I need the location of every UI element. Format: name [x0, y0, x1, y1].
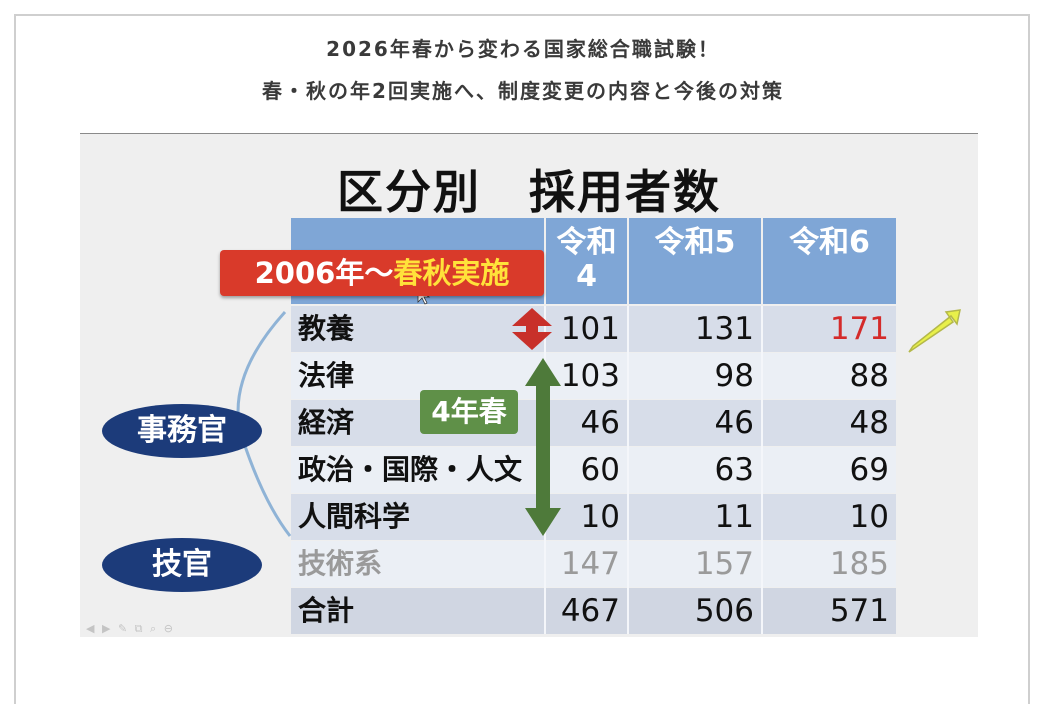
- slide-controls[interactable]: ◀ ▶ ✎ ⧉ ⌕ ⊖: [86, 622, 175, 636]
- headline-line-2: 春・秋の年2回実施へ、制度変更の内容と今後の対策: [262, 79, 784, 103]
- cell-r5: 506: [694, 593, 754, 629]
- cell-r4: 60: [580, 452, 620, 488]
- row-label-total: 合計: [298, 594, 355, 627]
- cell-r5: 63: [714, 452, 754, 488]
- cell-r5: 98: [714, 358, 754, 394]
- cell-r6-highlight: 171: [829, 311, 889, 347]
- column-header-r5: 令和5: [654, 225, 736, 260]
- cell-r5: 46: [714, 405, 754, 441]
- red-callout: 2006年～春秋実施: [220, 250, 544, 296]
- table-row: [291, 541, 896, 587]
- cell-r4: 10: [580, 499, 620, 535]
- cell-r6: 185: [829, 546, 889, 582]
- pen-icon[interactable]: ✎: [117, 622, 130, 635]
- row-label-gijutsu: 技術系: [298, 547, 383, 580]
- headline-line-1: 2026年春から変わる国家総合職試験！: [326, 37, 720, 61]
- cell-r6: 88: [849, 358, 889, 394]
- table-row: [291, 494, 896, 540]
- group-bubble-jimukan: 事務官: [102, 404, 262, 458]
- table-row: [291, 447, 896, 493]
- more-icon[interactable]: ⊖: [163, 622, 175, 635]
- group-bubble-gikan: 技官: [102, 538, 262, 592]
- row-label-keizai: 経済: [298, 406, 355, 439]
- page-frame: [14, 14, 1030, 704]
- table-row: [291, 400, 896, 446]
- cell-r4: 46: [580, 405, 620, 441]
- table-row-total: [291, 588, 896, 634]
- row-label-seiji: 政治・国際・人文: [298, 453, 523, 486]
- green-callout: 4年春: [420, 390, 518, 434]
- grid-icon[interactable]: ⧉: [134, 622, 145, 635]
- cell-r5: 131: [694, 311, 754, 347]
- cell-r6: 571: [829, 593, 889, 629]
- table-header-bg-r5: [629, 218, 761, 304]
- cell-r4: 467: [560, 593, 620, 629]
- row-label-kyoyo: 教養: [298, 312, 355, 345]
- table-row: [291, 353, 896, 399]
- column-divider: [627, 306, 629, 634]
- red-callout-prefix: 2006年～: [254, 256, 394, 290]
- prev-slide-icon[interactable]: ◀: [86, 622, 97, 635]
- red-callout-highlight: 春秋実施: [393, 256, 510, 290]
- zoom-icon[interactable]: ⌕: [150, 622, 159, 635]
- column-header-r4: 令和 4: [556, 225, 617, 294]
- slide-title: 区分別 採用者数: [337, 165, 721, 219]
- column-header-r6: 令和6: [789, 225, 870, 260]
- cell-r6: 48: [849, 405, 889, 441]
- red-double-arrow: [512, 308, 552, 350]
- table-header-bg-r6: [763, 218, 896, 304]
- row-label-horitsu: 法律: [298, 359, 355, 392]
- next-slide-icon[interactable]: ▶: [101, 622, 113, 635]
- row-label-ningen: 人間科学: [298, 500, 411, 533]
- cell-r4: 147: [560, 546, 620, 582]
- cell-r5: 157: [694, 546, 754, 582]
- cell-r4: 101: [560, 311, 620, 347]
- table-row: [291, 306, 896, 352]
- slide-image: 区分別 採用者数 令和 4 令和5 令和6 教養 法律 経済 政治・国際・人文 …: [80, 133, 978, 637]
- cell-r5: 11: [714, 499, 754, 535]
- yellow-arrow-icon: [908, 309, 961, 353]
- table-header-bg-r4: [546, 218, 627, 304]
- cell-r6: 69: [849, 452, 889, 488]
- cell-r4: 103: [560, 358, 620, 394]
- column-divider: [761, 306, 763, 634]
- green-double-arrow: [525, 358, 561, 536]
- cell-r6: 10: [849, 499, 889, 535]
